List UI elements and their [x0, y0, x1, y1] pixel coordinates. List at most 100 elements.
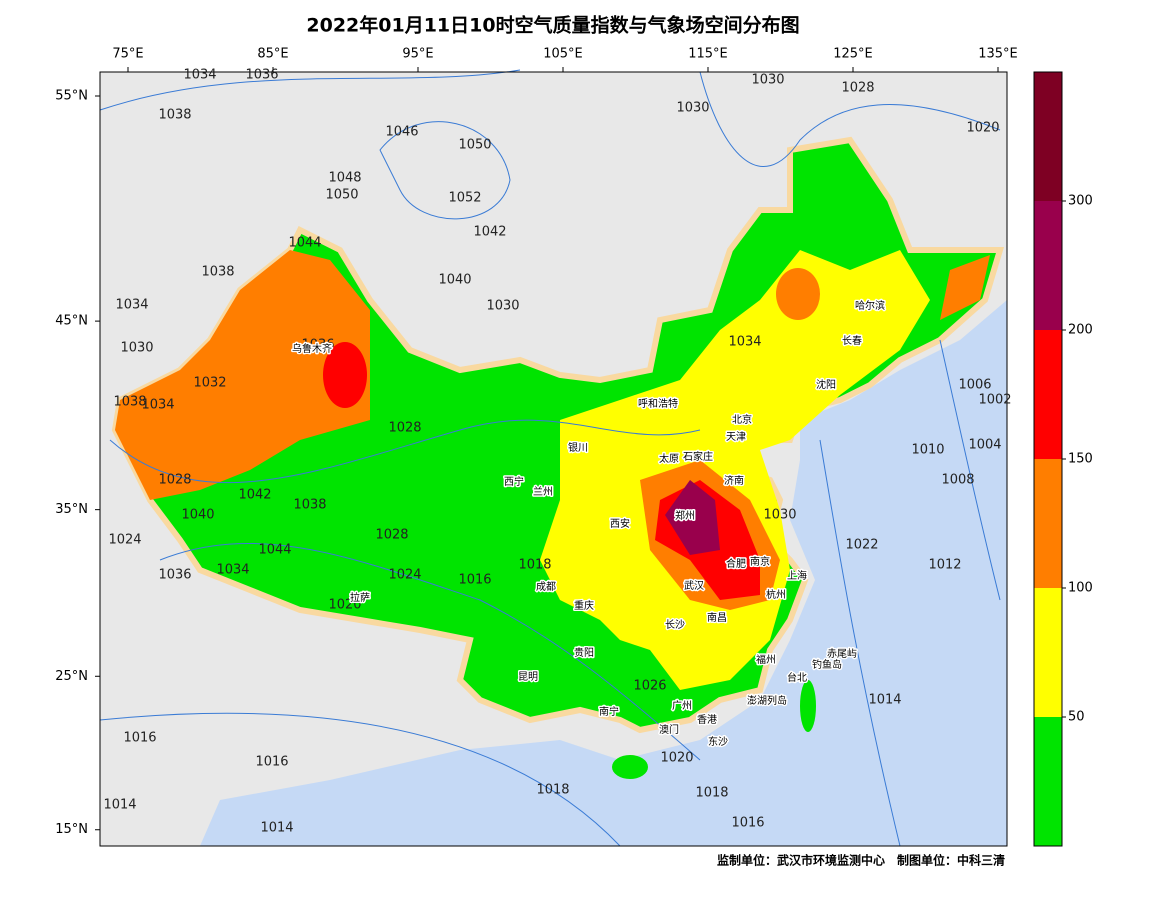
isobar-label: 1030 [763, 508, 796, 523]
city-label: 沈阳 [816, 378, 836, 391]
colorbar-tick-label: 200 [1068, 323, 1093, 338]
city-label: 香港 [697, 714, 717, 726]
city-label: 郑州 [675, 509, 695, 522]
city-label: 北京 [732, 413, 752, 426]
isobar [109, 419, 701, 484]
isobar-label: 1018 [695, 786, 728, 801]
lon-tick-label: 115°E [688, 47, 728, 62]
isobar-label: 1026 [633, 679, 666, 694]
isobar-label: 1040 [181, 508, 214, 523]
isobar-label: 1030 [120, 341, 153, 356]
city-label: 钓鱼岛 [812, 658, 842, 671]
city-label: 天津 [726, 431, 746, 443]
isobar-label: 1020 [966, 121, 999, 136]
isobar-label: 1036 [158, 568, 191, 583]
lat-tick-label: 55°N [55, 89, 88, 104]
isobar-label: 1018 [536, 783, 569, 798]
footer: 监制单位：武汉市环境监测中心 制图单位：中科三清 [717, 853, 1005, 868]
city-label: 乌鲁木齐 [292, 342, 332, 355]
colorbar-segment [1034, 459, 1062, 588]
isobar-label: 1022 [845, 538, 878, 553]
city-label: 南宁 [599, 705, 619, 718]
aqi-sensitive-ne [940, 255, 990, 320]
isobar-label: 1050 [458, 138, 491, 153]
city-label: 拉萨 [350, 591, 370, 604]
city-label: 长沙 [665, 619, 685, 631]
city-label: 重庆 [574, 599, 594, 612]
isobar-label: 1044 [258, 543, 291, 558]
colorbar-segment [1034, 330, 1062, 459]
city-label: 福州 [756, 653, 776, 666]
isobar-label: 1036 [245, 68, 278, 83]
city-label: 西宁 [504, 475, 524, 488]
isobar-label: 1030 [751, 73, 784, 88]
colorbar-tick-label: 300 [1068, 194, 1093, 209]
city-label: 贵阳 [574, 646, 594, 659]
isobar-label: 1052 [448, 191, 481, 206]
isobar-label: 1030 [486, 299, 519, 314]
city-label: 广州 [672, 700, 692, 712]
isobar-label: 1028 [841, 81, 874, 96]
lat-tick-label: 35°N [55, 502, 88, 517]
isobar-label: 1010 [911, 443, 944, 458]
isobar [819, 439, 901, 847]
city-label: 西安 [610, 517, 630, 530]
taiwan [800, 680, 816, 732]
city-label: 哈尔滨 [855, 299, 885, 312]
city-label: 兰州 [533, 485, 553, 498]
isobar-label: 1044 [288, 236, 321, 251]
isobar-label: 1038 [158, 108, 191, 123]
isobar-label: 1016 [731, 816, 764, 831]
city-label: 东沙 [708, 735, 728, 748]
isobar-label: 1036 [301, 338, 334, 353]
city-label: 武汉 [684, 579, 704, 592]
colorbar-tick-label: 100 [1068, 581, 1093, 596]
isobar-label: 1034 [183, 68, 216, 83]
isobar-label: 1042 [473, 225, 506, 240]
lon-tick-label: 85°E [257, 47, 288, 62]
city-label: 南京 [750, 555, 770, 568]
isobar-label: 1032 [193, 376, 226, 391]
isobar-label: 1040 [438, 273, 471, 288]
hainan [612, 755, 648, 779]
colorbar-segment [1034, 588, 1062, 717]
aqi-very-unhealthy [665, 480, 720, 555]
city-label: 杭州 [766, 588, 786, 601]
city-label: 合肥 [726, 557, 746, 570]
city-label: 济南 [724, 474, 744, 487]
aqi-unhealthy-nw [323, 342, 367, 408]
city-label: 成都 [536, 581, 556, 593]
map-area [99, 69, 1008, 847]
isobar-label: 1018 [518, 558, 551, 573]
lon-tick-label: 105°E [543, 47, 583, 62]
city-label: 银川 [568, 441, 588, 454]
isobar-label: 1046 [385, 125, 418, 140]
isobar-label: 1038 [293, 498, 326, 513]
city-label: 澎湖列岛 [747, 694, 787, 707]
isobar-label: 1006 [958, 378, 991, 393]
isobar-label: 1002 [978, 393, 1011, 408]
isobar [699, 71, 1001, 167]
city-label: 台北 [787, 671, 807, 684]
isobar-label: 1038 [201, 265, 234, 280]
colorbar-segment [1034, 717, 1062, 846]
aqi-moderate [540, 250, 930, 690]
isobar-label: 1042 [238, 488, 271, 503]
colorbar-segment [1034, 72, 1062, 201]
isobar-label: 1050 [325, 188, 358, 203]
isobar-label: 1020 [660, 751, 693, 766]
isobar-label: 1034 [728, 335, 761, 350]
lon-tick-label: 135°E [978, 47, 1018, 62]
isobar-label: 1020 [328, 598, 361, 613]
title: 2022年01月11日10时空气质量指数与气象场空间分布图 [306, 14, 799, 37]
isobar [159, 543, 701, 761]
isobar-label: 1034 [115, 298, 148, 313]
colorbar-segment [1034, 201, 1062, 330]
city-label: 赤尾屿 [827, 648, 857, 660]
lat-tick-label: 25°N [55, 669, 88, 684]
isobar-label: 1034 [141, 398, 174, 413]
isobar-label: 1008 [941, 473, 974, 488]
aqi-sensitive-nw [115, 250, 370, 500]
isobar-label: 1038 [113, 395, 146, 410]
